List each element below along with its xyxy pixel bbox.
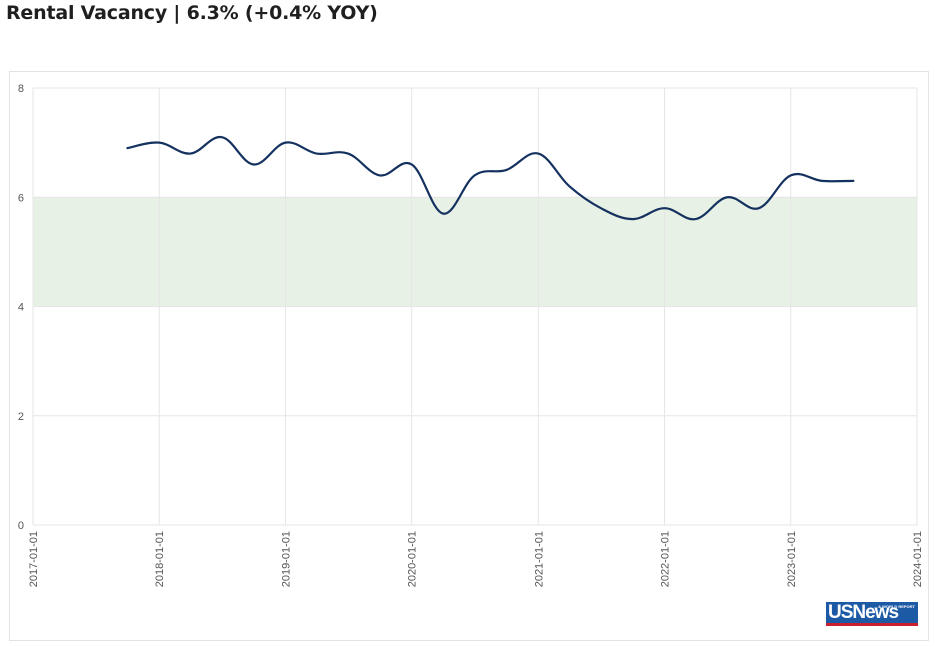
series-line-0 xyxy=(126,136,855,221)
x-tick-label: 2021-01-01 xyxy=(533,531,545,587)
logo-small-text: & WORLD REPORT xyxy=(878,604,915,609)
logo-main-text: USNews xyxy=(828,602,899,623)
series-layer xyxy=(126,136,855,221)
logo-stripe xyxy=(826,623,918,626)
x-tick-label: 2017-01-01 xyxy=(28,531,40,587)
x-tick-label: 2019-01-01 xyxy=(280,531,292,587)
y-tick-label: 6 xyxy=(18,192,24,204)
x-tick-label: 2018-01-01 xyxy=(154,531,166,587)
y-tick-label: 0 xyxy=(18,520,24,532)
x-tick-label: 2020-01-01 xyxy=(407,531,419,587)
x-tick-label: 2024-01-01 xyxy=(912,531,924,587)
x-tick-label: 2022-01-01 xyxy=(660,531,672,587)
grid-layer xyxy=(32,87,918,526)
y-tick-label: 4 xyxy=(18,302,24,314)
chart-frame xyxy=(9,71,929,641)
x-tick-label: 2023-01-01 xyxy=(786,531,798,587)
y-tick-label: 8 xyxy=(18,83,24,95)
shaded-band xyxy=(33,197,917,307)
usnews-logo: USNews & WORLD REPORT xyxy=(826,602,918,626)
shaded-band-layer xyxy=(33,197,917,307)
chart-title: Rental Vacancy | 6.3% (+0.4% YOY) xyxy=(6,2,378,24)
y-tick-label: 2 xyxy=(18,411,24,423)
tick-label-layer: 0 2 4 6 8 2017-01-01 2018-01-01 2019-01-01 2020-… xyxy=(18,83,924,587)
